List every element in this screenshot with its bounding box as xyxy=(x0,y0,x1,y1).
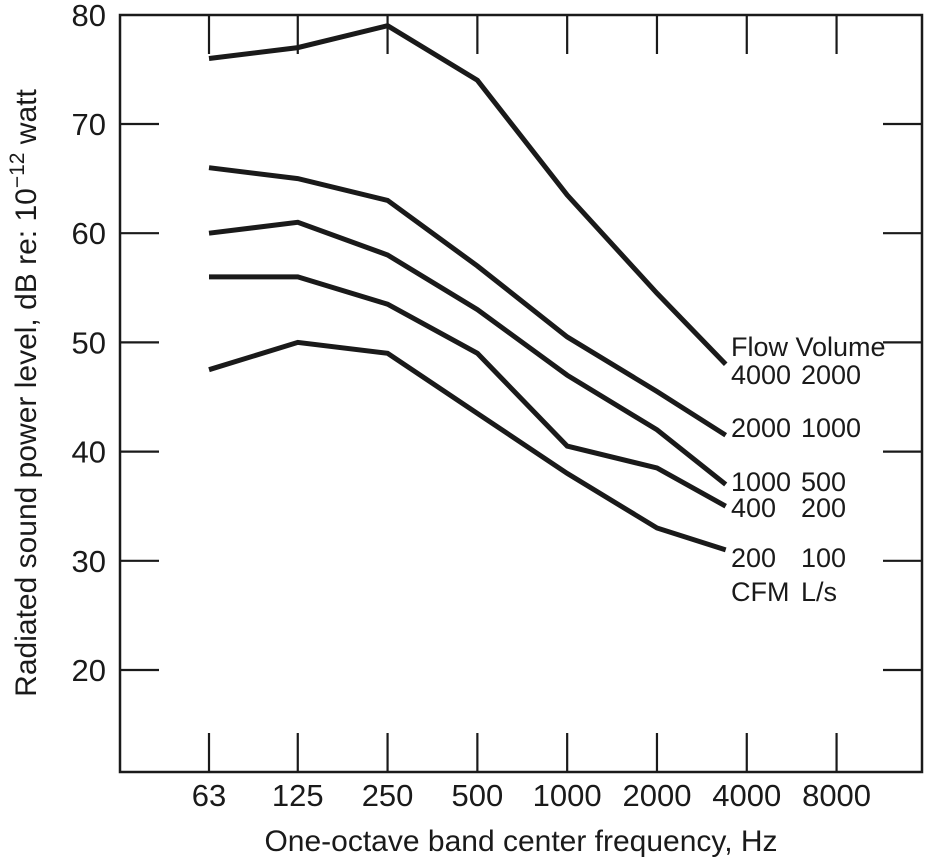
legend-cfm-value: 2000 xyxy=(731,413,791,443)
curve-3-1000-cfm-500-l-s xyxy=(208,219,728,487)
y-tick-label: 70 xyxy=(72,107,106,142)
y-tick-label: 20 xyxy=(72,653,106,688)
legend-header: Flow Volume xyxy=(731,332,886,362)
y-tick-label: 80 xyxy=(72,0,106,33)
curve-5-200-cfm-100-l-s xyxy=(208,339,727,553)
plot-frame xyxy=(118,13,924,774)
legend-unit-ls: L/s xyxy=(801,577,837,607)
legend-cfm-value: 400 xyxy=(731,493,776,523)
legend-cfm-value: 1000 xyxy=(731,467,791,497)
x-tick-label: 250 xyxy=(362,778,414,813)
x-tick-label: 2000 xyxy=(622,778,691,813)
legend-cfm-value: 4000 xyxy=(731,360,791,390)
x-tick-label: 1000 xyxy=(533,778,602,813)
legend-ls-value: 500 xyxy=(801,467,846,497)
x-tick-label: 8000 xyxy=(802,778,871,813)
x-tick-label: 4000 xyxy=(712,778,781,813)
legend-ls-value: 100 xyxy=(801,543,846,573)
y-tick-label: 60 xyxy=(72,216,106,251)
y-axis-title: Radiated sound power level, dB re: 10−12… xyxy=(6,89,43,697)
curve-2-2000-cfm-1000-l-s xyxy=(208,165,728,438)
x-tick-label: 63 xyxy=(192,778,226,813)
legend-ls-value: 200 xyxy=(801,493,846,523)
y-tick-label: 30 xyxy=(72,544,106,579)
curve-4-400-cfm-200-l-s xyxy=(209,274,727,509)
legend-cfm-value: 200 xyxy=(731,543,776,573)
legend-unit-cfm: CFM xyxy=(731,577,789,607)
y-tick-label: 50 xyxy=(72,325,106,360)
y-tick-label: 40 xyxy=(72,435,106,470)
x-tick-label: 500 xyxy=(452,778,504,813)
curve-1-4000-cfm-2000-l-s xyxy=(208,23,728,366)
x-axis-title: One-octave band center frequency, Hz xyxy=(264,825,777,858)
legend-ls-value: 1000 xyxy=(801,413,861,443)
legend-ls-value: 2000 xyxy=(801,360,861,390)
x-tick-label: 125 xyxy=(272,778,324,813)
